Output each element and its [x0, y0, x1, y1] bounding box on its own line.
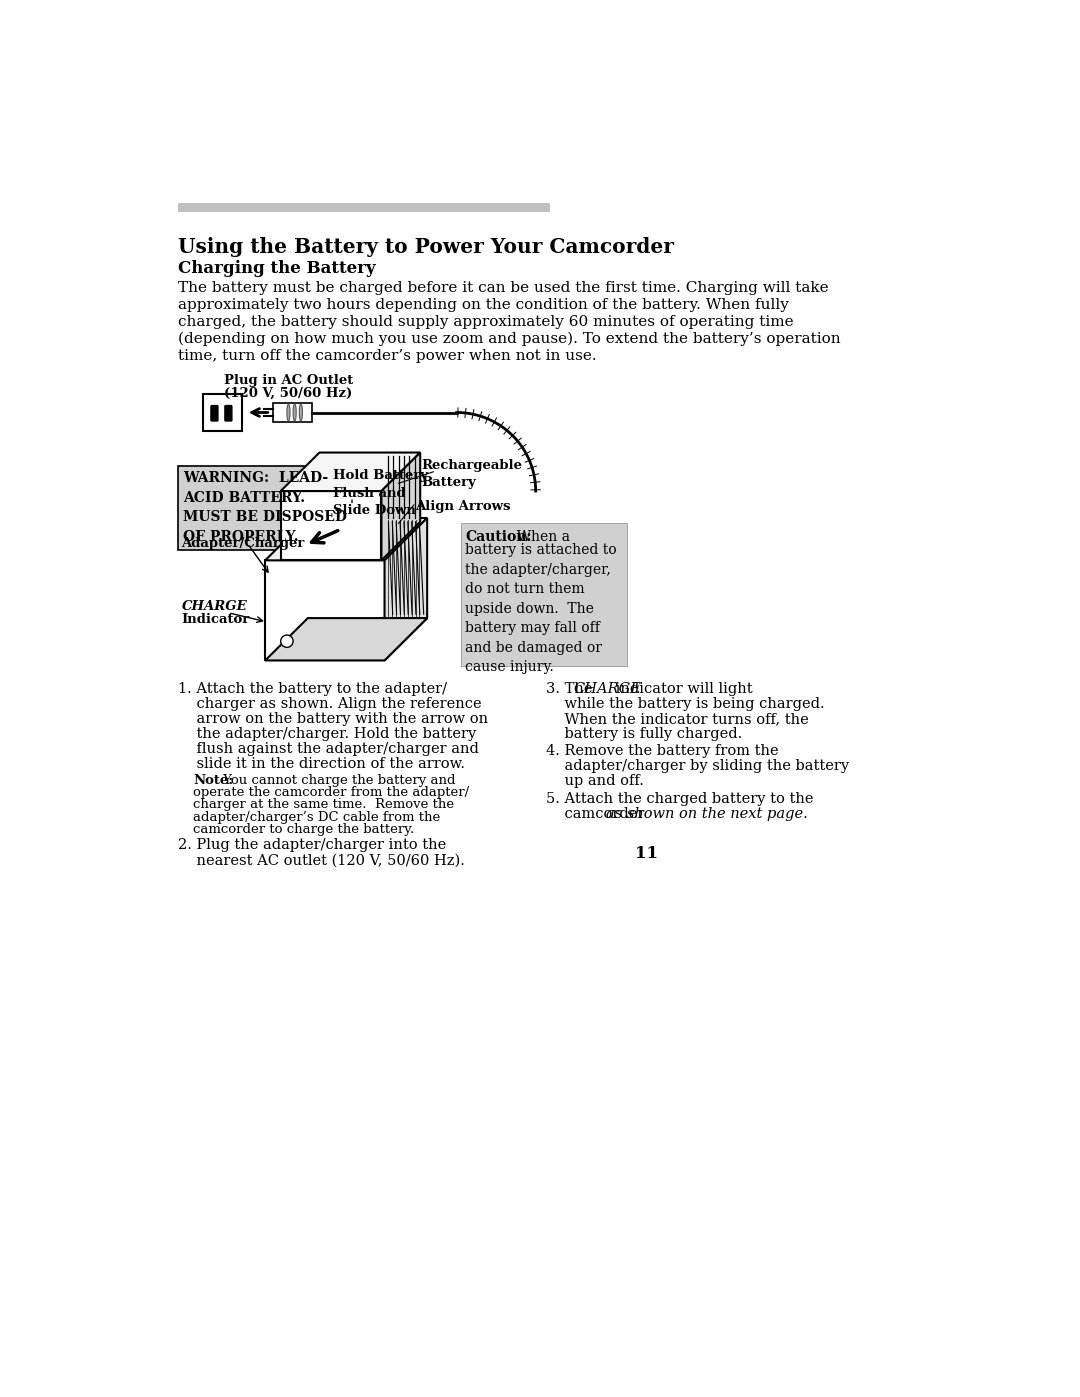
Text: up and off.: up and off.: [545, 774, 644, 788]
Text: the adapter/charger. Hold the battery: the adapter/charger. Hold the battery: [177, 726, 476, 740]
Text: (depending on how much you use zoom and pause). To extend the battery’s operatio: (depending on how much you use zoom and …: [177, 331, 840, 346]
Bar: [177, 203, 550, 212]
Text: Rechargeable
Battery: Rechargeable Battery: [422, 458, 523, 489]
Text: 3. The: 3. The: [545, 682, 597, 696]
Text: camcorder: camcorder: [545, 806, 649, 821]
Text: CHARGE: CHARGE: [573, 682, 642, 696]
Text: Using the Battery to Power Your Camcorder: Using the Battery to Power Your Camcorde…: [177, 237, 674, 257]
Text: Note:: Note:: [193, 774, 233, 787]
Circle shape: [281, 636, 293, 647]
Text: while the battery is being charged.: while the battery is being charged.: [545, 697, 824, 711]
Text: flush against the adapter/charger and: flush against the adapter/charger and: [177, 742, 478, 756]
Polygon shape: [266, 518, 428, 560]
Text: WARNING:  LEAD-
ACID BATTERY.
MUST BE DISPOSED
OF PROPERLY.: WARNING: LEAD- ACID BATTERY. MUST BE DIS…: [183, 471, 347, 543]
FancyBboxPatch shape: [460, 524, 627, 666]
Text: charger at the same time.  Remove the: charger at the same time. Remove the: [193, 798, 455, 812]
Polygon shape: [281, 453, 420, 490]
Ellipse shape: [287, 404, 291, 420]
Text: approximately two hours depending on the condition of the battery. When fully: approximately two hours depending on the…: [177, 298, 788, 312]
Text: nearest AC outlet (120 V, 50/60 Hz).: nearest AC outlet (120 V, 50/60 Hz).: [177, 854, 464, 868]
Text: When a: When a: [508, 529, 570, 543]
Text: CHARGE: CHARGE: [181, 601, 247, 613]
Text: Adapter/Charger: Adapter/Charger: [181, 538, 305, 550]
Text: adapter/charger by sliding the battery: adapter/charger by sliding the battery: [545, 760, 849, 774]
FancyBboxPatch shape: [211, 405, 218, 420]
Text: charger as shown. Align the reference: charger as shown. Align the reference: [177, 697, 482, 711]
Text: as shown on the next page.: as shown on the next page.: [606, 806, 808, 821]
Polygon shape: [384, 518, 428, 661]
Ellipse shape: [293, 404, 296, 420]
Text: operate the camcorder from the adapter/: operate the camcorder from the adapter/: [193, 787, 469, 799]
Text: Caution:: Caution:: [465, 529, 531, 543]
Text: slide it in the direction of the arrow.: slide it in the direction of the arrow.: [177, 757, 464, 771]
Text: Align Arrows: Align Arrows: [416, 500, 511, 513]
FancyBboxPatch shape: [177, 467, 321, 549]
Text: 11: 11: [635, 845, 658, 862]
Text: time, turn off the camcorder’s power when not in use.: time, turn off the camcorder’s power whe…: [177, 349, 596, 363]
Polygon shape: [266, 560, 384, 661]
Text: (120 V, 50/60 Hz): (120 V, 50/60 Hz): [225, 387, 352, 400]
Text: adapter/charger’s DC cable from the: adapter/charger’s DC cable from the: [193, 810, 441, 824]
Polygon shape: [381, 453, 420, 560]
Text: When the indicator turns off, the: When the indicator turns off, the: [545, 712, 809, 726]
Text: arrow on the battery with the arrow on: arrow on the battery with the arrow on: [177, 712, 488, 726]
Text: Indicator: Indicator: [181, 613, 249, 626]
Text: battery is fully charged.: battery is fully charged.: [545, 726, 742, 740]
Text: 2. Plug the adapter/charger into the: 2. Plug the adapter/charger into the: [177, 838, 446, 852]
Bar: [203, 394, 242, 432]
Text: You cannot charge the battery and: You cannot charge the battery and: [219, 774, 456, 787]
Text: Hold Battery
Flush and
Slide Down: Hold Battery Flush and Slide Down: [333, 469, 428, 517]
Text: The battery must be charged before it can be used the first time. Charging will : The battery must be charged before it ca…: [177, 281, 828, 295]
Polygon shape: [266, 617, 428, 661]
Text: 5. Attach the charged battery to the: 5. Attach the charged battery to the: [545, 792, 813, 806]
Text: 4. Remove the battery from the: 4. Remove the battery from the: [545, 745, 779, 759]
Text: camcorder to charge the battery.: camcorder to charge the battery.: [193, 823, 415, 835]
Text: 1. Attach the battery to the adapter/: 1. Attach the battery to the adapter/: [177, 682, 447, 696]
Bar: [273, 404, 312, 422]
Text: battery is attached to
the adapter/charger,
do not turn them
upside down.  The
b: battery is attached to the adapter/charg…: [465, 543, 617, 675]
Text: charged, the battery should supply approximately 60 minutes of operating time: charged, the battery should supply appro…: [177, 314, 793, 328]
Ellipse shape: [299, 404, 302, 420]
Polygon shape: [281, 490, 381, 560]
FancyBboxPatch shape: [225, 405, 232, 420]
Text: Plug in AC Outlet: Plug in AC Outlet: [225, 374, 353, 387]
Text: Charging the Battery: Charging the Battery: [177, 260, 375, 277]
Text: indicator will light: indicator will light: [611, 682, 753, 696]
